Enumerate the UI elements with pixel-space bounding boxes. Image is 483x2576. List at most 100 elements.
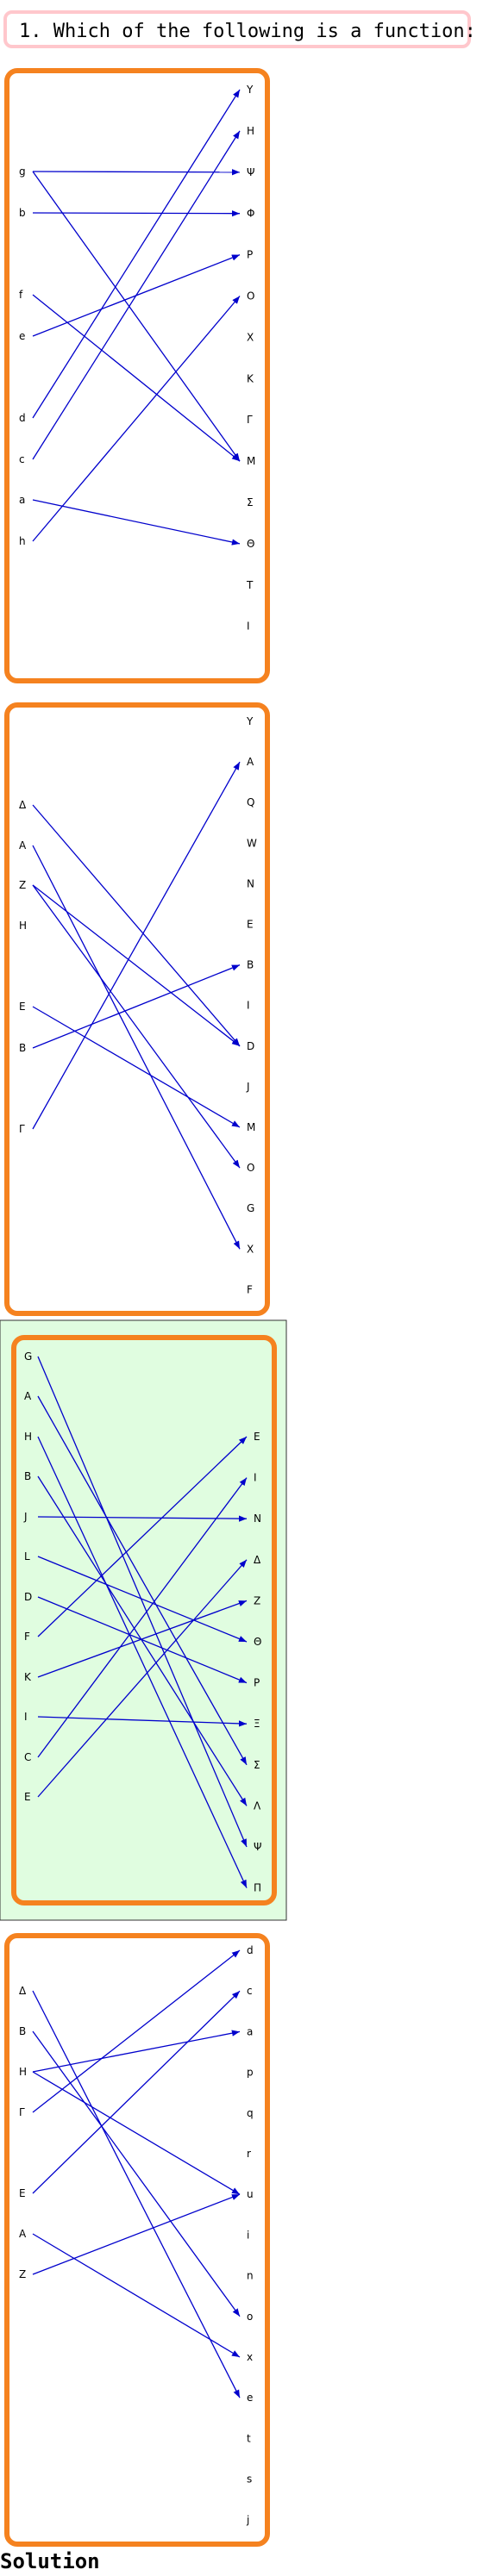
domain-label: Γ xyxy=(19,1123,25,1135)
domain-label: Δ xyxy=(19,799,27,811)
domain-label: H xyxy=(19,920,27,932)
mapping-arrow xyxy=(32,884,241,1047)
codomain-label: P xyxy=(247,249,253,261)
codomain-label: W xyxy=(247,837,257,849)
domain-label: J xyxy=(23,1511,28,1523)
codomain-label: M xyxy=(247,1121,255,1133)
domain-label: K xyxy=(24,1671,32,1683)
codomain-label: e xyxy=(247,2392,253,2404)
domain-label: H xyxy=(19,2066,27,2078)
question-prompt: Which of the following is a function: xyxy=(53,21,476,42)
mapping-diagram-1: g b f e d c a h Y H Ψ Φ P O X K Γ M Σ Θ T I xyxy=(4,68,270,683)
codomain-label: P xyxy=(254,1677,260,1689)
domain-label: e xyxy=(19,330,25,342)
domain-label: Z xyxy=(19,879,26,891)
mapping-arrow xyxy=(32,845,241,1250)
codomain-label: Σ xyxy=(247,496,254,508)
domain-label: E xyxy=(19,2187,26,2199)
codomain-label: i xyxy=(247,2229,249,2241)
codomain-label: Δ xyxy=(254,1554,261,1566)
codomain-label: p xyxy=(247,2067,254,2079)
domain-label: B xyxy=(19,1042,26,1054)
codomain-label: G xyxy=(247,1202,254,1214)
codomain-label: F xyxy=(247,1283,253,1295)
codomain-label: Φ xyxy=(247,208,254,220)
diagram-frame xyxy=(4,1933,270,2547)
codomain-label: J xyxy=(246,1081,250,1093)
domain-label: L xyxy=(24,1550,30,1562)
mapping-arrow xyxy=(32,761,241,1130)
mapping-diagram-2: Δ A Z H E B Γ Y A Q W N E B I D J M O G X F xyxy=(4,702,270,1316)
domain-label: Δ xyxy=(19,1985,27,1997)
mapping-arrow xyxy=(32,2233,241,2358)
mapping-arrow xyxy=(32,804,241,1047)
mapping-arrow xyxy=(37,1477,248,1758)
mapping-arrow xyxy=(37,1356,248,1848)
mapping-arrow xyxy=(32,294,241,462)
codomain-label: B xyxy=(247,959,254,971)
mapping-arrow xyxy=(32,1006,241,1128)
domain-label: h xyxy=(19,535,26,547)
domain-label: E xyxy=(19,1001,26,1013)
codomain-label: E xyxy=(254,1431,260,1443)
codomain-label: Θ xyxy=(247,538,254,550)
mapping-arrow xyxy=(37,1475,248,1806)
mapping-arrow xyxy=(37,1559,248,1798)
codomain-label: K xyxy=(247,372,254,384)
domain-label: c xyxy=(19,453,25,465)
codomain-label: x xyxy=(247,2351,253,2363)
mapping-arrow xyxy=(32,130,241,460)
mapping-arrow xyxy=(32,89,241,419)
domain-label: A xyxy=(19,2228,27,2240)
mapping-arrow xyxy=(32,296,241,542)
domain-label: E xyxy=(24,1791,31,1803)
codomain-label: Λ xyxy=(254,1799,261,1812)
codomain-label: D xyxy=(247,1040,254,1052)
codomain-label: Θ xyxy=(254,1636,261,1648)
domain-label: b xyxy=(19,207,26,219)
codomain-label: s xyxy=(247,2473,252,2486)
codomain-label: Z xyxy=(254,1594,260,1606)
mapping-arrow xyxy=(37,1436,248,1637)
mapping-arrow xyxy=(32,2030,241,2073)
mapping-arrow xyxy=(32,2193,241,2275)
domain-label: B xyxy=(24,1470,31,1482)
mapping-arrow xyxy=(37,1716,248,1727)
question-number: 1. xyxy=(19,21,42,42)
domain-label: a xyxy=(19,494,25,506)
mapping-arrow xyxy=(37,1600,248,1678)
domain-label: f xyxy=(19,289,23,301)
domain-label: D xyxy=(24,1591,32,1603)
codomain-label: t xyxy=(247,2432,251,2444)
domain-label: G xyxy=(24,1350,32,1363)
mapping-arrow xyxy=(32,1949,241,2113)
codomain-label: a xyxy=(247,2025,253,2037)
codomain-label: N xyxy=(254,1513,261,1525)
codomain-label: I xyxy=(254,1472,257,1484)
domain-label: Γ xyxy=(19,2106,25,2118)
domain-label: g xyxy=(19,165,26,178)
domain-label: F xyxy=(24,1631,30,1643)
codomain-label: Σ xyxy=(254,1759,260,1771)
solution-label: Solution xyxy=(0,2549,100,2573)
mapping-arrow xyxy=(32,2030,241,2317)
codomain-label: Γ xyxy=(247,414,253,426)
codomain-label: X xyxy=(247,1243,254,1255)
codomain-label: q xyxy=(247,2107,254,2119)
codomain-label: E xyxy=(247,919,254,931)
solution-highlight-box xyxy=(0,1319,287,1921)
codomain-label: Ψ xyxy=(254,1841,261,1853)
codomain-label: o xyxy=(247,2311,253,2323)
domain-label: A xyxy=(19,839,27,851)
codomain-label: H xyxy=(247,125,254,137)
mapping-diagram-4: Δ B H Γ E A Zd c a p q r u i n o x e t s j xyxy=(4,1933,270,2547)
mapping-arrow xyxy=(32,210,241,217)
codomain-label: A xyxy=(247,756,254,768)
mapping-arrow xyxy=(32,1990,241,2194)
domain-label: H xyxy=(24,1431,32,1443)
mapping-arrow xyxy=(37,1436,248,1888)
mapping-arrow xyxy=(37,1395,248,1766)
codomain-label: I xyxy=(247,621,250,633)
codomain-label: O xyxy=(247,1162,254,1174)
codomain-label: n xyxy=(247,2270,254,2282)
